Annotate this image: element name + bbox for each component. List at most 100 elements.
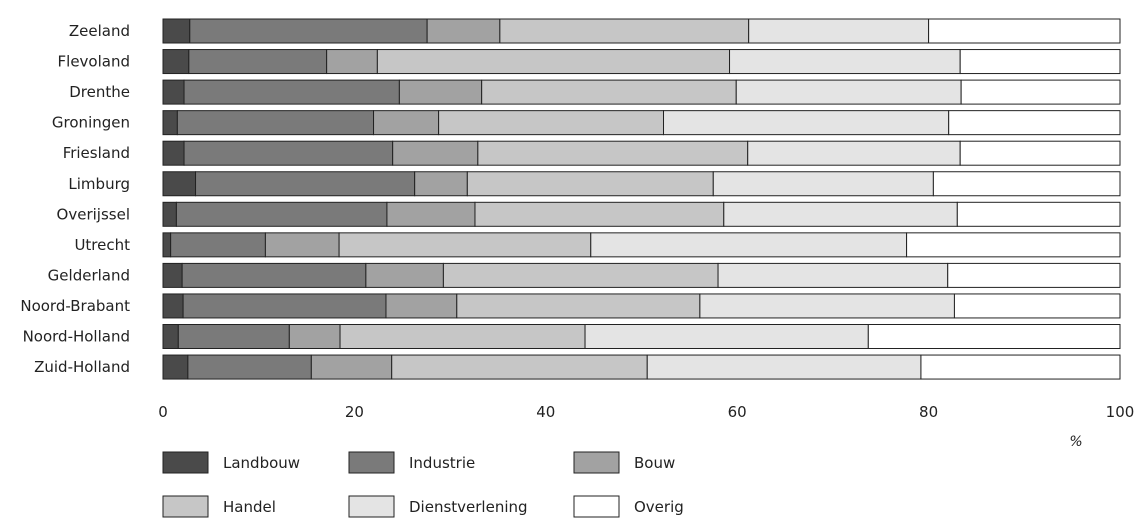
- bar-segment: [195, 171, 416, 197]
- bar-segment: [426, 18, 501, 44]
- category-label: Flevoland: [58, 53, 130, 71]
- category-label: Overijssel: [57, 205, 130, 223]
- bar-segment: [162, 110, 178, 136]
- bar-segment: [414, 171, 468, 197]
- bar-segment: [867, 324, 1121, 349]
- legend-swatch: [573, 451, 620, 474]
- bar-segment: [906, 232, 1121, 258]
- bar-segment: [391, 354, 648, 380]
- bar-segment: [170, 232, 266, 258]
- bar-segment: [175, 201, 388, 227]
- bar-segment: [162, 49, 190, 75]
- category-label: Gelderland: [48, 266, 130, 284]
- bar-segment: [584, 324, 869, 349]
- category-label: Noord-Holland: [23, 328, 130, 346]
- bar-segment: [712, 171, 934, 197]
- legend-label: Industrie: [409, 454, 475, 472]
- bar-segment: [162, 79, 185, 105]
- bar-segment: [735, 79, 962, 105]
- bar-segment: [474, 201, 725, 227]
- legend: Landbouw Industrie Bouw Handel Dienstverleni…: [162, 451, 684, 518]
- legend-swatch: [573, 495, 620, 518]
- bar-segment: [182, 293, 387, 319]
- x-tick-label: 40: [536, 403, 555, 421]
- bar-segment: [442, 262, 719, 288]
- category-label: Groningen: [52, 114, 130, 132]
- bar-segment: [162, 171, 197, 197]
- bar-segment: [663, 110, 950, 136]
- bar-segment: [386, 201, 476, 227]
- bar-segment: [385, 293, 458, 319]
- category-label: Friesland: [63, 144, 130, 162]
- bar-segment: [920, 354, 1121, 380]
- bar-segment: [310, 354, 393, 380]
- category-label: Limburg: [68, 175, 130, 193]
- bar-segment: [477, 140, 749, 166]
- bar-segment: [326, 49, 378, 75]
- legend-label: Bouw: [634, 454, 675, 472]
- bar-segment: [953, 293, 1121, 319]
- x-axis-ticks: 0 20 40 60 80 100: [158, 403, 1134, 421]
- bar-segment: [162, 140, 185, 166]
- bar-segment: [699, 293, 955, 319]
- category-label: Zuid-Holland: [34, 358, 130, 376]
- bar-segment: [947, 262, 1121, 288]
- bar-segment: [729, 49, 961, 75]
- bar-segment: [960, 79, 1121, 105]
- category-label: Utrecht: [74, 236, 130, 254]
- bar-segment: [162, 201, 177, 227]
- bar-segment: [183, 140, 394, 166]
- bar-segment: [392, 140, 479, 166]
- category-label: Zeeland: [69, 22, 130, 40]
- bar-segment: [181, 262, 367, 288]
- bar-segment: [723, 201, 958, 227]
- bar-segment: [398, 79, 483, 105]
- bars-group: [162, 18, 1121, 380]
- category-labels: Zeeland Flevoland Drenthe Groningen Frieslan…: [20, 22, 130, 376]
- bar-segment: [162, 262, 183, 288]
- bar-segment: [162, 18, 191, 44]
- bar-segment: [177, 324, 290, 349]
- bar-segment: [590, 232, 908, 258]
- bar-segment: [948, 110, 1121, 136]
- x-tick-label: 0: [158, 403, 168, 421]
- x-tick-label: 80: [919, 403, 938, 421]
- legend-label: Dienstverlening: [409, 498, 528, 516]
- bar-segment: [481, 79, 737, 105]
- bar-segment: [499, 18, 750, 44]
- bar-segment: [176, 110, 375, 136]
- bar-segment: [162, 324, 179, 349]
- legend-label: Handel: [223, 498, 276, 516]
- bar-segment: [188, 49, 328, 75]
- bar-segment: [376, 49, 731, 75]
- bar-segment: [365, 262, 444, 288]
- bar-segment: [717, 262, 949, 288]
- bar-segment: [162, 293, 184, 319]
- x-tick-label: 20: [345, 403, 364, 421]
- bar-segment: [162, 354, 189, 380]
- bar-segment: [747, 140, 961, 166]
- legend-swatch: [162, 451, 209, 474]
- bar-segment: [956, 201, 1121, 227]
- x-axis-unit: %: [1069, 434, 1082, 450]
- legend-swatch: [348, 451, 395, 474]
- bar-segment: [456, 293, 701, 319]
- category-label: Drenthe: [69, 83, 130, 101]
- bar-segment: [183, 79, 400, 105]
- bar-segment: [932, 171, 1121, 197]
- bar-segment: [288, 324, 341, 349]
- bar-segment: [264, 232, 340, 258]
- bar-segment: [748, 18, 930, 44]
- bar-segment: [959, 140, 1121, 166]
- legend-swatch: [162, 495, 209, 518]
- x-tick-label: 100: [1106, 403, 1135, 421]
- bar-segment: [339, 324, 586, 349]
- legend-label: Overig: [634, 498, 684, 516]
- bar-segment: [959, 49, 1121, 75]
- legend-label: Landbouw: [223, 454, 300, 472]
- bar-segment: [928, 18, 1121, 44]
- bar-segment: [162, 232, 172, 258]
- x-tick-label: 60: [728, 403, 747, 421]
- bar-segment: [189, 18, 428, 44]
